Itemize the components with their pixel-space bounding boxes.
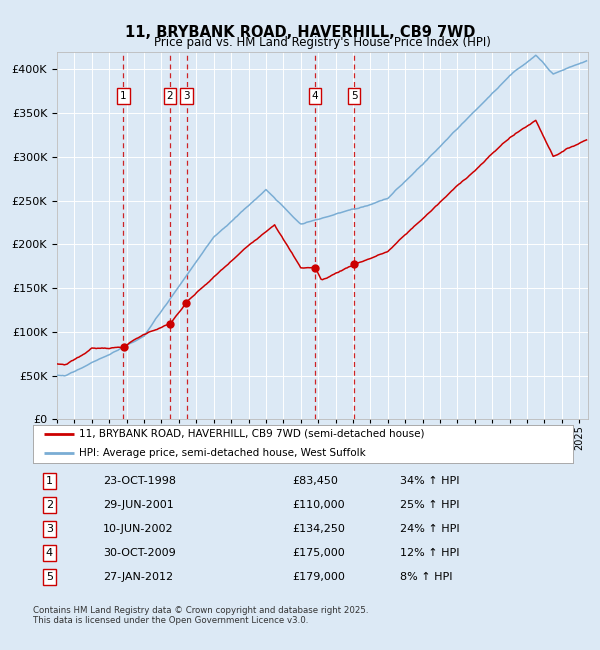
Text: 10-JUN-2002: 10-JUN-2002 <box>103 525 174 534</box>
Text: 4: 4 <box>46 549 53 558</box>
Text: 8% ↑ HPI: 8% ↑ HPI <box>400 572 453 582</box>
Text: 27-JAN-2012: 27-JAN-2012 <box>103 572 173 582</box>
Text: HPI: Average price, semi-detached house, West Suffolk: HPI: Average price, semi-detached house,… <box>79 448 365 458</box>
Text: 3: 3 <box>46 525 53 534</box>
Text: 1: 1 <box>120 91 127 101</box>
Text: 12% ↑ HPI: 12% ↑ HPI <box>400 549 460 558</box>
Text: 24% ↑ HPI: 24% ↑ HPI <box>400 525 460 534</box>
Text: 25% ↑ HPI: 25% ↑ HPI <box>400 500 460 510</box>
Text: 2: 2 <box>167 91 173 101</box>
Text: 2: 2 <box>46 500 53 510</box>
Text: 34% ↑ HPI: 34% ↑ HPI <box>400 476 460 486</box>
Text: £175,000: £175,000 <box>292 549 345 558</box>
Text: £110,000: £110,000 <box>292 500 345 510</box>
Text: 30-OCT-2009: 30-OCT-2009 <box>103 549 176 558</box>
Text: £134,250: £134,250 <box>292 525 345 534</box>
Text: 3: 3 <box>183 91 190 101</box>
Text: 11, BRYBANK ROAD, HAVERHILL, CB9 7WD (semi-detached house): 11, BRYBANK ROAD, HAVERHILL, CB9 7WD (se… <box>79 429 424 439</box>
Text: 11, BRYBANK ROAD, HAVERHILL, CB9 7WD: 11, BRYBANK ROAD, HAVERHILL, CB9 7WD <box>125 25 475 40</box>
Text: 5: 5 <box>46 572 53 582</box>
Text: 23-OCT-1998: 23-OCT-1998 <box>103 476 176 486</box>
Text: £179,000: £179,000 <box>292 572 345 582</box>
Text: 4: 4 <box>312 91 319 101</box>
Text: £83,450: £83,450 <box>292 476 338 486</box>
Text: 1: 1 <box>46 476 53 486</box>
Text: 29-JUN-2001: 29-JUN-2001 <box>103 500 174 510</box>
Title: Price paid vs. HM Land Registry's House Price Index (HPI): Price paid vs. HM Land Registry's House … <box>154 36 491 49</box>
Text: Contains HM Land Registry data © Crown copyright and database right 2025.
This d: Contains HM Land Registry data © Crown c… <box>33 606 368 625</box>
Text: 5: 5 <box>351 91 358 101</box>
